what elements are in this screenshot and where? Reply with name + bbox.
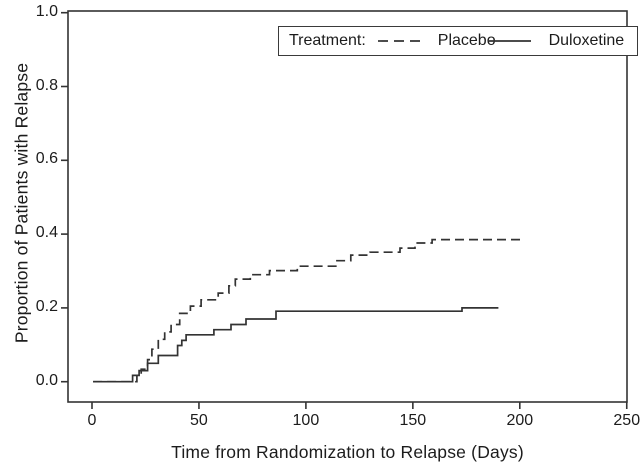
y-tick-label: 1.0 [35, 2, 58, 20]
x-tick-label: 0 [87, 412, 97, 429]
duloxetine-solid-line-icon [488, 40, 531, 42]
x-tick-label: 100 [292, 412, 320, 429]
x-tick-label: 50 [190, 412, 208, 429]
x-tick-label: 200 [506, 412, 534, 429]
y-tick-label: 0.6 [35, 150, 58, 168]
placebo-dashed-line-icon [377, 40, 422, 42]
curve-placebo [93, 238, 525, 383]
y-tick-label: 0.2 [35, 297, 58, 315]
y-tick-label: 0.0 [35, 371, 58, 389]
y-tick-label: 0.8 [35, 76, 58, 94]
legend-label-duloxetine: Duloxetine [548, 32, 625, 49]
plot-frame [67, 10, 628, 403]
x-axis-title: Time from Randomization to Relapse (Days… [171, 442, 524, 462]
y-tick-label: 0.4 [35, 224, 58, 242]
legend: Treatment: Placebo Duloxetine [278, 26, 639, 56]
curve-duloxetine [93, 307, 499, 383]
x-tick-label: 150 [399, 412, 427, 429]
legend-label-placebo: Placebo [437, 32, 496, 49]
legend-title: Treatment: [289, 32, 366, 49]
x-tick-label: 250 [613, 412, 641, 429]
